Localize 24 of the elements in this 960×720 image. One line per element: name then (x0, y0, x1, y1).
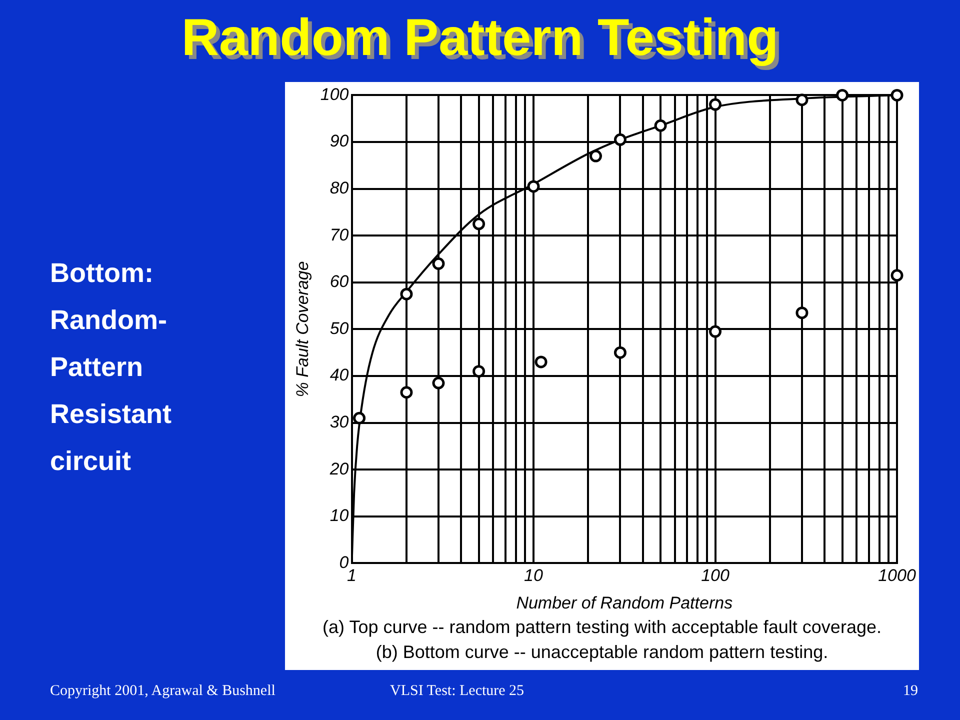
y-tick-label: 60 (330, 272, 350, 292)
text: (b) Bottom curve -- unacceptable random pattern testing. (374, 641, 830, 664)
x-tick-label: 10 (524, 566, 544, 586)
text: VLSI Test: Lecture 25 (390, 683, 524, 700)
x-tick-label: 100 (701, 566, 730, 586)
y-axis-title: % Fault Coverage (292, 261, 312, 398)
x-axis-title: Number of Random Patterns (516, 594, 734, 613)
text: (a) Top curve -- random pattern testing with acceptable fault coverage. (322, 616, 882, 639)
y-tick-label: 70 (330, 225, 350, 244)
text: Copyright 2001, Agrawal & Bushnell (50, 683, 276, 700)
text: 19 (903, 683, 918, 700)
x-tick-label: 1 (347, 566, 356, 586)
y-tick-label: 50 (330, 318, 350, 338)
y-tick-label: 20 (328, 459, 350, 478)
y-tick-label: 80 (330, 178, 350, 198)
text: Bottom: Random-Pattern Resistant circuit (50, 257, 173, 478)
y-tick-label: 100 (320, 84, 350, 104)
chart-title: Random Pattern Testing (180, 8, 780, 68)
y-tick-label: 30 (330, 412, 350, 432)
x-tick-label: 1000 (878, 566, 916, 586)
y-tick-label: 90 (330, 132, 350, 151)
y-tick-label: 40 (330, 366, 350, 385)
y-tick-label: 10 (330, 506, 350, 526)
y-tick-label: 0 (339, 552, 350, 572)
